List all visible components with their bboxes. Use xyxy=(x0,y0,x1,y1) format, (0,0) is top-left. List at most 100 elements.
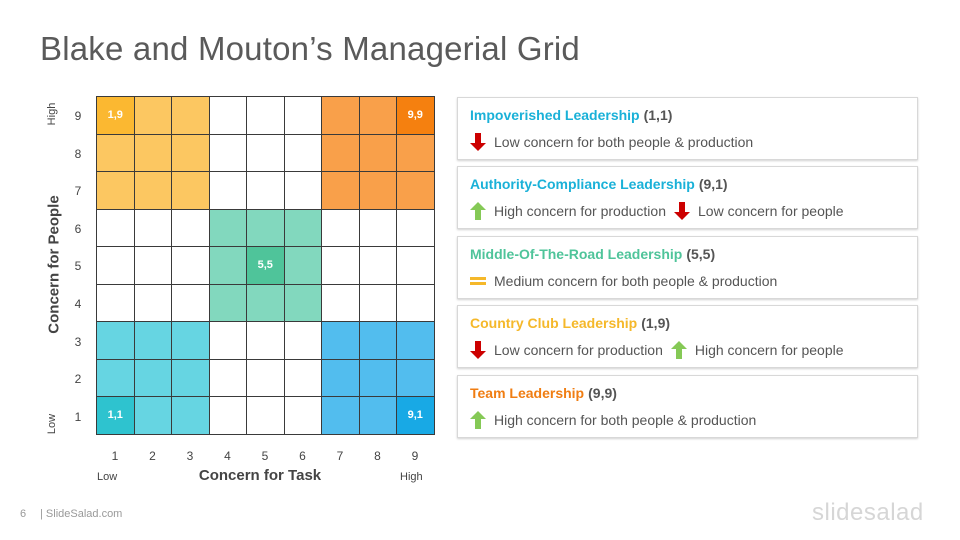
grid-cell-4-7 xyxy=(208,171,247,210)
leadership-concern-text: Medium concern for both people & product… xyxy=(494,273,778,289)
y-tick-label: 7 xyxy=(74,184,82,199)
leadership-card-title: Authority-Compliance Leadership (9,1) xyxy=(470,176,728,192)
equal-icon xyxy=(470,272,486,290)
grid-cell-4-9 xyxy=(208,96,247,135)
grid-cell-7-3 xyxy=(321,321,360,360)
leadership-style-name: Team Leadership xyxy=(470,385,585,401)
grid-cell-1-7 xyxy=(96,171,135,210)
x-axis-high-label: High xyxy=(400,471,423,483)
leadership-concern-text: High concern for people xyxy=(694,342,844,358)
leadership-card: Impoverished Leadership (1,1) Low concern … xyxy=(457,97,918,160)
grid-cell-4-3 xyxy=(208,321,247,360)
grid-cell-1-8 xyxy=(96,133,135,172)
grid-cell-8-7 xyxy=(358,171,397,210)
grid-cell-6-5 xyxy=(283,246,322,285)
x-axis-title: Concern for Task xyxy=(198,467,322,484)
grid-cell-1-9: 1,9 xyxy=(96,96,135,135)
grid-cell-8-2 xyxy=(358,358,397,397)
grid-cell-7-2 xyxy=(321,358,360,397)
grid-cell-4-1 xyxy=(208,396,247,435)
grid-cell-3-4 xyxy=(171,283,210,322)
x-axis-low-label: Low xyxy=(97,471,118,483)
leadership-card-description: High concern for production Low concern f… xyxy=(470,202,852,220)
grid-cell-8-8 xyxy=(358,133,397,172)
leadership-style-coordinates: (1,9) xyxy=(641,315,671,331)
leadership-style-coordinates: (5,5) xyxy=(686,246,716,262)
grid-cell-3-3 xyxy=(171,321,210,360)
grid-cell-6-1 xyxy=(283,396,322,435)
grid-cell-2-3 xyxy=(133,321,172,360)
leadership-card-title: Middle-Of-The-Road Leadership (5,5) xyxy=(470,246,715,262)
grid-cell-8-3 xyxy=(358,321,397,360)
grid-cell-4-6 xyxy=(208,208,247,247)
grid-cell-5-5: 5,5 xyxy=(246,246,285,285)
grid-cell-6-2 xyxy=(283,358,322,397)
grid-cell-7-5 xyxy=(321,246,360,285)
page-number: 6 xyxy=(20,508,27,520)
grid-cell-3-9 xyxy=(171,96,210,135)
slidesalad-logo: slidesalad xyxy=(812,499,924,526)
grid-cell-5-3 xyxy=(246,321,285,360)
grid-cell-9-8 xyxy=(396,133,435,172)
grid-cell-1-2 xyxy=(96,358,135,397)
managerial-grid: 1,9 9,9 5,5 1,1 9,1 xyxy=(96,96,435,437)
grid-cell-6-8 xyxy=(283,133,322,172)
x-tick-label: 6 xyxy=(299,449,306,463)
grid-cell-8-9 xyxy=(358,96,397,135)
leadership-style-coordinates: (9,1) xyxy=(698,176,728,192)
x-tick-label: 3 xyxy=(186,449,194,463)
grid-cell-9-3 xyxy=(396,321,435,360)
leadership-card: Middle-Of-The-Road Leadership (5,5) Medium… xyxy=(457,236,918,299)
leadership-style-coordinates: (9,9) xyxy=(588,385,617,401)
grid-cell-7-1 xyxy=(321,396,360,435)
leadership-card-description: Low concern for both people & production xyxy=(470,133,761,151)
leadership-card-description: High concern for both people & productio… xyxy=(470,411,764,429)
grid-cell-1-4 xyxy=(96,283,135,322)
grid-cell-9-1: 9,1 xyxy=(396,396,435,435)
y-tick-label: 8 xyxy=(74,146,82,161)
leadership-card: Team Leadership (9,9) High concern for bot… xyxy=(457,375,918,438)
up-arrow-icon xyxy=(470,202,486,220)
grid-cell-5-2 xyxy=(246,358,285,397)
leadership-card: Country Club Leadership (1,9) Low concern … xyxy=(457,305,918,368)
grid-cell-9-4 xyxy=(396,283,435,322)
leadership-style-name: Country Club Leadership xyxy=(470,315,638,331)
grid-cell-5-1 xyxy=(246,396,285,435)
grid-cell-9-9: 9,9 xyxy=(396,96,435,135)
y-tick-label: 5 xyxy=(74,259,82,274)
grid-cell-7-4 xyxy=(321,283,360,322)
y-tick-label: 2 xyxy=(74,372,82,387)
grid-cell-2-4 xyxy=(133,283,172,322)
leadership-style-coordinates: (1,1) xyxy=(643,107,673,123)
grid-cell-2-5 xyxy=(133,246,172,285)
grid-cell-6-7 xyxy=(283,171,322,210)
leadership-concern-text: High concern for production xyxy=(494,203,666,219)
grid-cell-9-5 xyxy=(396,246,435,285)
grid-cell-7-8 xyxy=(321,133,360,172)
grid-cell-5-6 xyxy=(246,208,285,247)
grid-cell-6-4 xyxy=(283,283,322,322)
grid-cell-5-4 xyxy=(246,283,285,322)
grid-cell-5-7 xyxy=(246,171,285,210)
down-arrow-icon xyxy=(470,133,486,151)
y-axis-high-label: High xyxy=(46,102,58,126)
grid-cell-2-9 xyxy=(133,96,172,135)
grid-cell-7-6 xyxy=(321,208,360,247)
grid-cell-9-2 xyxy=(396,358,435,397)
grid-cell-2-1 xyxy=(133,396,172,435)
up-arrow-icon xyxy=(670,341,687,359)
up-arrow-icon xyxy=(470,411,486,429)
grid-cell-3-2 xyxy=(171,358,210,397)
grid-cell-4-2 xyxy=(208,358,247,397)
leadership-concern-text: High concern for both people & productio… xyxy=(494,412,757,428)
grid-cell-3-8 xyxy=(171,133,210,172)
grid-cell-2-6 xyxy=(133,208,172,247)
leadership-card-title: Impoverished Leadership (1,1) xyxy=(470,107,672,123)
grid-cell-3-5 xyxy=(171,246,210,285)
grid-cell-7-9 xyxy=(321,96,360,135)
grid-cell-2-8 xyxy=(133,133,172,172)
grid-cell-3-1 xyxy=(171,396,210,435)
grid-cell-4-5 xyxy=(208,246,247,285)
grid-cell-4-8 xyxy=(208,133,247,172)
x-tick-label: 1 xyxy=(111,449,119,463)
